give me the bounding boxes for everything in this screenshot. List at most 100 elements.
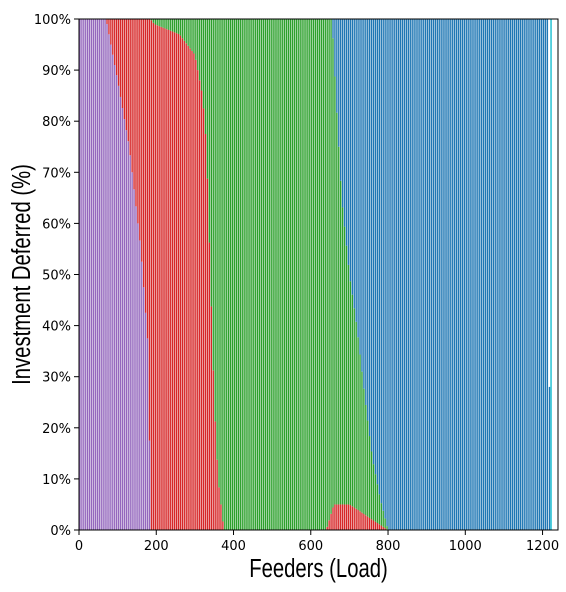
y-tick-label: 90%: [42, 64, 71, 79]
bar-segment: [189, 19, 191, 49]
bar-segment: [459, 19, 462, 530]
y-tick-label: 20%: [42, 422, 71, 437]
bar-segment: [154, 19, 156, 25]
bar-segment: [131, 19, 133, 173]
bar-segment: [241, 19, 243, 530]
bar-segment: [355, 19, 357, 322]
bar-segment: [171, 31, 174, 530]
bar-segment: [216, 459, 218, 530]
bar-segment: [504, 19, 506, 530]
bar-segment: [280, 19, 282, 530]
y-tick-label: 70%: [42, 166, 71, 181]
bar-segment: [152, 22, 155, 531]
bar-segment: [179, 35, 182, 531]
bar-segment: [349, 281, 352, 506]
bar-segment: [326, 526, 328, 530]
bar-segment: [166, 19, 168, 30]
bar-segment: [368, 517, 371, 530]
bar-segment: [347, 264, 350, 505]
bar-segment: [193, 19, 195, 54]
bar-segment: [214, 19, 216, 422]
y-tick-label: 80%: [42, 115, 71, 130]
bar-segment: [519, 19, 522, 530]
bar-segment: [185, 19, 187, 44]
bar-segment: [158, 19, 160, 27]
bar-segment: [222, 521, 224, 530]
bar-segment: [164, 19, 166, 29]
bar-segment: [540, 19, 543, 530]
bar-segment: [380, 525, 382, 530]
bar-segment: [376, 484, 379, 523]
x-tick-label: 0: [75, 539, 83, 554]
bar-segment: [498, 19, 500, 530]
bar-segment: [550, 19, 552, 530]
bar-segment: [390, 19, 392, 530]
bar-segment: [152, 19, 155, 23]
bar-segment: [137, 223, 139, 530]
bar-segment: [83, 19, 85, 530]
bar-segment: [345, 19, 348, 246]
bar-segment: [274, 19, 276, 530]
bars-group: [79, 19, 552, 531]
bar-segment: [382, 19, 384, 511]
bar-segment: [384, 528, 386, 530]
bar-segment: [253, 19, 255, 530]
bar-segment: [332, 38, 334, 508]
bar-segment: [289, 19, 292, 530]
bar-segment: [135, 206, 137, 530]
bar-segment: [216, 19, 218, 460]
bar-segment: [353, 19, 355, 309]
bar-segment: [139, 240, 141, 530]
y-tick-label: 50%: [42, 269, 71, 284]
bar-segment: [309, 19, 311, 530]
bar-segment: [307, 19, 309, 530]
bar-segment: [229, 19, 232, 530]
bar-segment: [365, 19, 367, 405]
bar-segment: [411, 19, 413, 530]
bar-segment: [330, 19, 332, 514]
bar-segment: [183, 19, 185, 41]
bar-segment: [397, 19, 400, 530]
bar-segment: [133, 189, 135, 531]
bar-segment: [542, 19, 545, 530]
bar-segment: [141, 261, 143, 530]
bar-segment: [455, 19, 458, 530]
x-axis-title: Feeders (Load): [249, 554, 388, 583]
bar-segment: [332, 507, 334, 530]
bar-segment: [334, 76, 336, 505]
bar-segment: [141, 19, 143, 262]
bar-segment: [102, 19, 104, 530]
bar-segment: [200, 19, 203, 91]
bar-segment: [374, 19, 377, 475]
bar-segment: [144, 312, 147, 530]
bar-segment: [297, 19, 299, 530]
bar-segment: [139, 19, 141, 241]
bar-segment: [110, 44, 112, 531]
bar-segment: [446, 19, 448, 530]
bar-segment: [114, 19, 116, 65]
bar-segment: [156, 19, 158, 26]
bar-segment: [125, 130, 128, 530]
bar-segment: [482, 19, 485, 530]
bar-segment: [349, 19, 352, 282]
bar-segment: [88, 19, 91, 530]
bar-segment: [533, 19, 535, 530]
bar-segment: [343, 226, 346, 505]
bar-segment: [426, 19, 429, 530]
bar-segment: [334, 19, 336, 77]
bar-segment: [380, 503, 382, 526]
bar-segment: [258, 19, 261, 530]
bar-segment: [231, 19, 234, 530]
bar-segment: [144, 19, 147, 313]
bar-segment: [129, 19, 131, 156]
bar-segment: [374, 521, 377, 530]
bar-segment: [177, 19, 180, 34]
bar-segment: [208, 242, 211, 530]
bar-segment: [376, 523, 379, 530]
bar-segment: [175, 33, 178, 531]
bar-segment: [513, 19, 516, 530]
bar-segment: [386, 526, 388, 530]
bar-segment: [106, 24, 108, 531]
bar-segment: [148, 440, 151, 530]
bar-segment: [494, 19, 496, 530]
